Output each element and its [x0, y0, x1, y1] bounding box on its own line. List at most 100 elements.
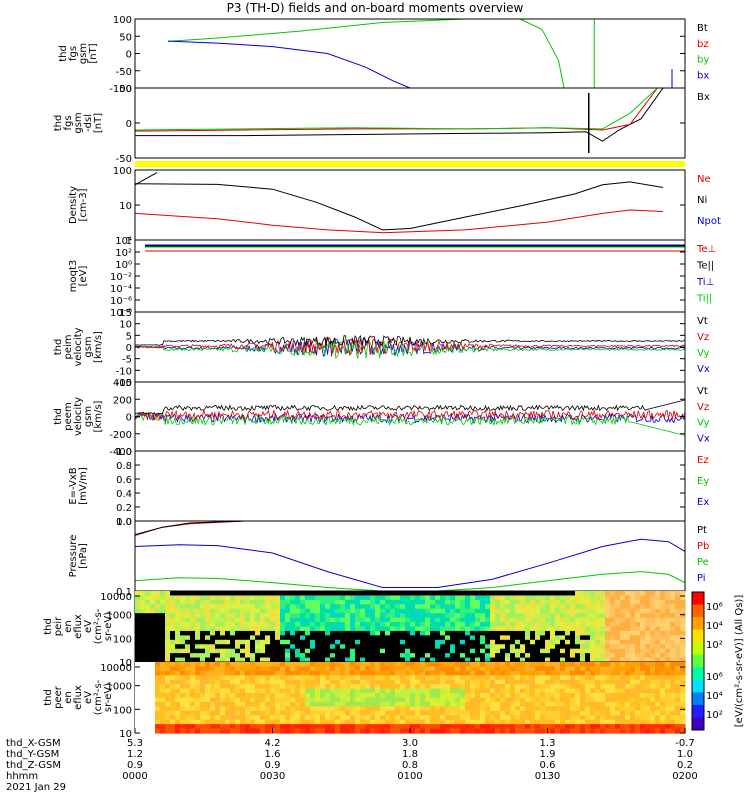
heat-cell: [575, 670, 581, 676]
series-density-0: [135, 181, 664, 231]
heat-cell: [440, 679, 446, 685]
heat-cell: [325, 693, 331, 699]
heat-cell: [490, 653, 496, 659]
heat-cell: [600, 617, 606, 623]
heat-cell: [260, 644, 266, 650]
heat-cell: [135, 710, 141, 716]
heat-cell: [345, 719, 351, 725]
heat-cell: [375, 679, 381, 685]
heat-cell: [365, 644, 371, 650]
heat-cell: [225, 599, 231, 605]
heat-cell: [255, 701, 261, 707]
heat-cell: [545, 639, 551, 645]
heat-cell: [365, 630, 371, 636]
heat-cell: [215, 684, 221, 690]
heat-cell: [255, 653, 261, 659]
heat-cell: [150, 595, 156, 601]
heat-cell: [370, 599, 376, 605]
heat-cell: [300, 617, 306, 623]
heat-cell: [560, 719, 566, 725]
heat-cell: [385, 688, 391, 694]
heat-cell: [560, 599, 566, 605]
heat-cell: [460, 608, 466, 614]
heat-cell: [505, 644, 511, 650]
heat-cell: [380, 604, 386, 610]
heat-cell: [495, 666, 501, 672]
heat-cell: [385, 635, 391, 641]
heat-cell: [370, 648, 376, 654]
heat-cell: [555, 595, 561, 601]
heat-cell: [455, 701, 461, 707]
heat-cell: [325, 635, 331, 641]
heat-cell: [645, 604, 651, 610]
heat-cell: [530, 604, 536, 610]
heat-cell: [565, 706, 571, 712]
heat-cell: [570, 595, 576, 601]
heat-cell: [370, 670, 376, 676]
heat-cell: [345, 595, 351, 601]
heat-cell: [540, 666, 546, 672]
heat-cell: [340, 688, 346, 694]
colorbar-seg: [692, 654, 704, 668]
heat-cell: [435, 653, 441, 659]
heat-cell: [395, 679, 401, 685]
heat-cell: [280, 728, 286, 734]
heat-cell: [225, 706, 231, 712]
heat-cell: [295, 701, 301, 707]
heat-cell: [620, 635, 626, 641]
heat-cell: [450, 657, 456, 663]
heat-cell: [400, 630, 406, 636]
heat-cell: [535, 684, 541, 690]
heat-cell: [555, 608, 561, 614]
heat-cell: [220, 666, 226, 672]
heat-cell: [570, 613, 576, 619]
heat-cell: [335, 701, 341, 707]
heat-cell: [580, 701, 586, 707]
heat-cell: [330, 679, 336, 685]
heat-cell: [530, 653, 536, 659]
heat-cell: [160, 670, 166, 676]
heat-cell: [390, 710, 396, 716]
heat-cell: [175, 613, 181, 619]
heat-cell: [650, 613, 656, 619]
heat-cell: [350, 657, 356, 663]
heat-cell: [315, 684, 321, 690]
heat-cell: [585, 653, 591, 659]
heat-cell: [325, 648, 331, 654]
heat-cell: [415, 715, 421, 721]
heat-cell: [585, 670, 591, 676]
heat-cell: [365, 724, 371, 730]
heat-cell: [445, 679, 451, 685]
heat-cell: [300, 666, 306, 672]
heat-cell: [655, 622, 661, 628]
heat-cell: [260, 622, 266, 628]
heat-cell: [195, 697, 201, 703]
heat-cell: [230, 648, 236, 654]
heat-cell: [365, 719, 371, 725]
heat-cell: [480, 728, 486, 734]
heat-cell: [150, 604, 156, 610]
heat-cell: [405, 595, 411, 601]
heat-cell: [245, 679, 251, 685]
heat-cell: [295, 604, 301, 610]
heat-cell: [500, 599, 506, 605]
heat-cell: [285, 679, 291, 685]
heat-cell: [365, 662, 371, 668]
heat-cell: [515, 679, 521, 685]
heat-cell: [150, 608, 156, 614]
ytick-label: 50: [119, 84, 132, 95]
heat-cell: [290, 635, 296, 641]
heat-cell: [585, 719, 591, 725]
heat-cell: [245, 724, 251, 730]
heat-cell: [530, 657, 536, 663]
heat-cell: [615, 608, 621, 614]
heat-cell: [660, 728, 666, 734]
heat-cell: [385, 728, 391, 734]
heat-cell: [455, 715, 461, 721]
heat-cell: [410, 719, 416, 725]
heat-cell: [605, 613, 611, 619]
heat-cell: [375, 595, 381, 601]
heat-cell: [270, 599, 276, 605]
heat-cell: [615, 657, 621, 663]
heat-cell: [295, 670, 301, 676]
